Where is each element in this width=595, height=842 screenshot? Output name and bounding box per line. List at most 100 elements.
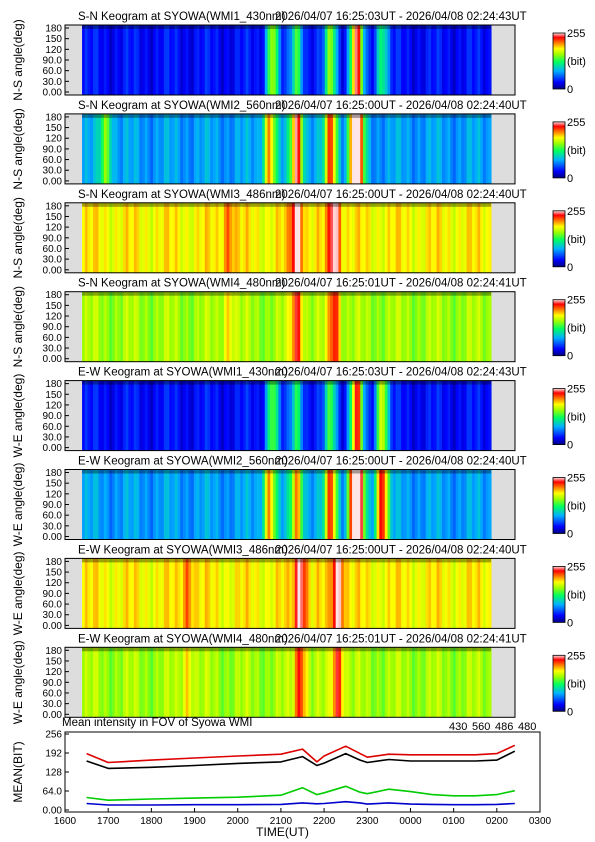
keogram-strip [390,291,394,362]
keogram-strip [133,202,137,273]
mean-x-axis-label: TIME(UT) [256,825,309,839]
keogram-strip [289,291,293,362]
keogram-strip [466,469,470,540]
keogram-strip [188,469,192,540]
keogram-strip [264,380,268,451]
keogram-strip [311,558,315,629]
keogram-strip [193,25,197,95]
angle-tick-label: 120 [45,400,62,411]
keogram-strip [283,558,287,629]
keogram-strip [466,25,470,95]
keogram-strip [452,25,457,95]
keogram-strip [172,291,176,362]
keogram-strip [128,558,132,629]
keogram-strip [264,202,268,273]
keogram-strip [180,202,184,273]
keogram-strip [210,380,214,451]
angle-tick-label: 60.0 [43,333,63,344]
keogram-strip [425,25,429,95]
keogram-strip [163,202,167,273]
keogram-strip [289,113,293,184]
keogram-strip [297,469,301,540]
keogram-strip [174,647,178,718]
keogram-strip [125,380,129,451]
keogram-strip [466,647,470,718]
keogram-strip [409,558,413,629]
keogram-strip [155,25,159,95]
keogram-strip [202,380,206,451]
keogram-strip [357,25,361,95]
keogram-strip [433,647,437,718]
keogram-strip [155,647,159,718]
keogram-strip [193,558,197,629]
keogram-strip [158,113,162,184]
keogram-strip [180,113,184,184]
keogram-strip [365,647,369,718]
keogram-strip [196,647,200,718]
keogram-strip [444,291,448,362]
keogram-strip [185,113,189,184]
keogram-strip [412,291,416,362]
keogram-strip [207,291,211,362]
keogram-strip [316,380,320,451]
keogram-strip [463,113,467,184]
keogram-strip [379,647,383,718]
mean-y-tick-label: 192 [45,749,62,760]
keogram-strip [248,25,252,95]
keogram-strip [218,469,222,540]
keogram-strip [425,202,429,273]
keogram-strip [403,25,407,95]
keogram-strip [450,113,454,184]
mean-plot-title: Mean intensity in FOV of Syowa WMI [62,717,252,729]
keogram-strip [292,647,296,718]
keogram-strip [283,647,287,718]
keogram-strip [223,291,227,362]
keogram-strip [122,647,127,718]
keogram-strip [117,291,121,362]
keogram-strip [199,291,203,362]
keogram-strip [300,25,304,95]
keogram-strip [232,113,236,184]
keogram-strip [300,558,304,629]
keogram-strip [313,647,317,718]
keogram-strip [87,25,91,95]
keogram-strip [139,113,143,184]
keogram-strip [90,647,94,718]
keogram-strip [182,380,187,451]
keogram-strip [103,380,107,451]
keogram-strip [311,291,315,362]
colorbar [552,121,566,179]
keogram-strip [253,25,257,95]
keogram-strip [422,380,427,451]
keogram-strip [234,647,238,718]
keogram-strip [144,291,148,362]
keogram-strip [324,469,328,540]
keogram-strip [136,202,140,273]
keogram-strip [142,113,146,184]
angle-tick-label: 180 [45,379,62,390]
keogram-strip [109,469,113,540]
keogram-strip [463,647,467,718]
keogram-strip [417,291,421,362]
keogram-strip [368,647,372,718]
keogram-strip [472,469,476,540]
keogram-strip [112,113,116,184]
keogram-strip [87,469,91,540]
keogram-strip [439,558,443,629]
keogram-strip [431,469,435,540]
keogram-strip [390,25,394,95]
keogram-horizon-band [82,291,492,296]
keogram-strip [289,558,293,629]
keogram-strip [150,113,154,184]
keogram-strip [226,291,230,362]
keogram-strip [294,202,298,273]
keogram-strip [275,113,279,184]
keogram-strip [488,469,492,540]
keogram-strip [436,558,440,629]
colorbar [552,299,566,357]
time-tick-label: 0300 [529,816,552,827]
keogram-strip [368,558,372,629]
keogram-strip [431,202,435,273]
keogram-strip [122,202,127,273]
keogram-strip [316,558,320,629]
